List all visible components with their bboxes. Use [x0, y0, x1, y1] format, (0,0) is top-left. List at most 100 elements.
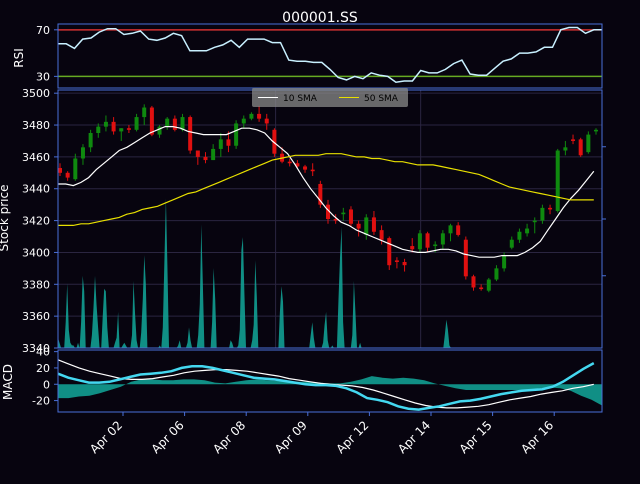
candle-down	[188, 117, 193, 151]
candle-down	[172, 118, 177, 130]
rsi-tick-label: 30	[36, 70, 50, 83]
candle-up	[180, 117, 185, 130]
candle-down	[479, 287, 484, 290]
candle-down	[264, 118, 269, 124]
candle-up	[218, 139, 223, 149]
candle-down	[578, 139, 583, 156]
candle-down	[471, 276, 476, 288]
candle-down	[387, 238, 392, 266]
candle-down	[548, 207, 553, 210]
candle-down	[272, 129, 277, 154]
macd-signal-line	[57, 362, 595, 411]
candle-up	[364, 217, 369, 235]
candle-up	[142, 107, 147, 118]
legend-box	[252, 88, 408, 107]
candle-down	[348, 209, 353, 224]
candle-down	[333, 219, 338, 221]
macd-tick-label: 20	[36, 362, 50, 375]
sma-legend: 10 SMA 50 SMA	[252, 88, 408, 107]
candle-down	[326, 204, 330, 219]
macd-tick-label: 40	[36, 346, 50, 359]
candle-down	[310, 169, 315, 172]
price-tick-label: 3500	[22, 87, 50, 100]
candle-up	[525, 228, 530, 234]
candle-up	[509, 239, 514, 248]
candle-up	[73, 158, 78, 180]
candle-up	[157, 126, 162, 135]
rsi-line	[58, 26, 602, 83]
price-tick-label: 3480	[22, 119, 50, 132]
macd-tick-label: 0	[43, 378, 50, 391]
candle-down	[356, 223, 361, 229]
candle-down	[394, 260, 399, 262]
candle-up	[241, 118, 246, 124]
volume-area	[58, 198, 602, 348]
candle-down	[226, 139, 231, 146]
candle-up	[80, 147, 85, 159]
price-tick-label: 3460	[22, 151, 50, 164]
macd-tick-label: -20	[32, 395, 50, 408]
candle-down	[402, 262, 407, 266]
macd-line	[57, 359, 594, 409]
candle-down	[425, 233, 430, 248]
candle-up	[88, 133, 93, 148]
candle-down	[410, 246, 415, 250]
price-axis-label: Stock price	[0, 185, 11, 252]
candle-up	[502, 255, 507, 269]
legend-label-sma10: 10 SMA	[283, 94, 318, 104]
candle-up	[249, 113, 254, 119]
price-tick-label: 3440	[22, 183, 50, 196]
candle-up	[440, 233, 445, 245]
candle-down	[571, 139, 576, 141]
price-tick-label: 3400	[22, 246, 50, 259]
candle-down	[287, 161, 292, 164]
candle-up	[594, 129, 598, 132]
legend-label-sma50: 50 SMA	[364, 94, 399, 104]
candle-down	[295, 163, 300, 167]
price-tick-label: 3360	[22, 310, 50, 323]
candle-up	[103, 121, 108, 127]
candle-up	[563, 147, 568, 151]
candle-up	[448, 225, 453, 234]
rsi-axis-label: RSI	[12, 48, 26, 68]
rsi-tick-label: 70	[36, 24, 50, 37]
macd-histogram	[58, 376, 602, 406]
candle-down	[257, 113, 262, 119]
macd-axis-label: MACD	[1, 364, 15, 400]
candle-down	[58, 168, 62, 173]
candle-down	[195, 150, 200, 157]
candle-down	[111, 121, 116, 132]
candle-up	[134, 117, 139, 130]
candle-up	[517, 231, 522, 240]
candle-down	[371, 217, 376, 232]
price-panel: 3340 3360 3380 3400 3420 3440 3460 3480 3500	[22, 87, 606, 355]
candle-up	[417, 233, 422, 250]
candle-up	[341, 212, 346, 215]
candle-down	[463, 239, 468, 277]
candle-up	[586, 134, 591, 153]
candle-up	[494, 268, 499, 280]
price-tick-label: 3340	[22, 342, 50, 355]
candle-down	[303, 166, 308, 170]
macd-panel-frame	[57, 349, 603, 413]
candle-up	[211, 148, 216, 161]
candle-down	[65, 172, 70, 178]
candle-down	[126, 128, 131, 130]
candle-up	[433, 244, 438, 247]
candle-down	[379, 230, 384, 240]
candle-down	[149, 107, 154, 135]
candle-up	[486, 279, 491, 291]
sma10-line	[58, 125, 595, 258]
candle-up	[165, 118, 170, 127]
candle-up	[555, 150, 560, 212]
candle-up	[96, 126, 101, 133]
chart-title: 000001.SS	[282, 10, 358, 26]
candle-up	[119, 128, 124, 132]
candle-down	[318, 183, 323, 205]
candle-up	[532, 220, 537, 223]
candle-up	[540, 207, 545, 221]
sma50-line	[58, 153, 594, 226]
